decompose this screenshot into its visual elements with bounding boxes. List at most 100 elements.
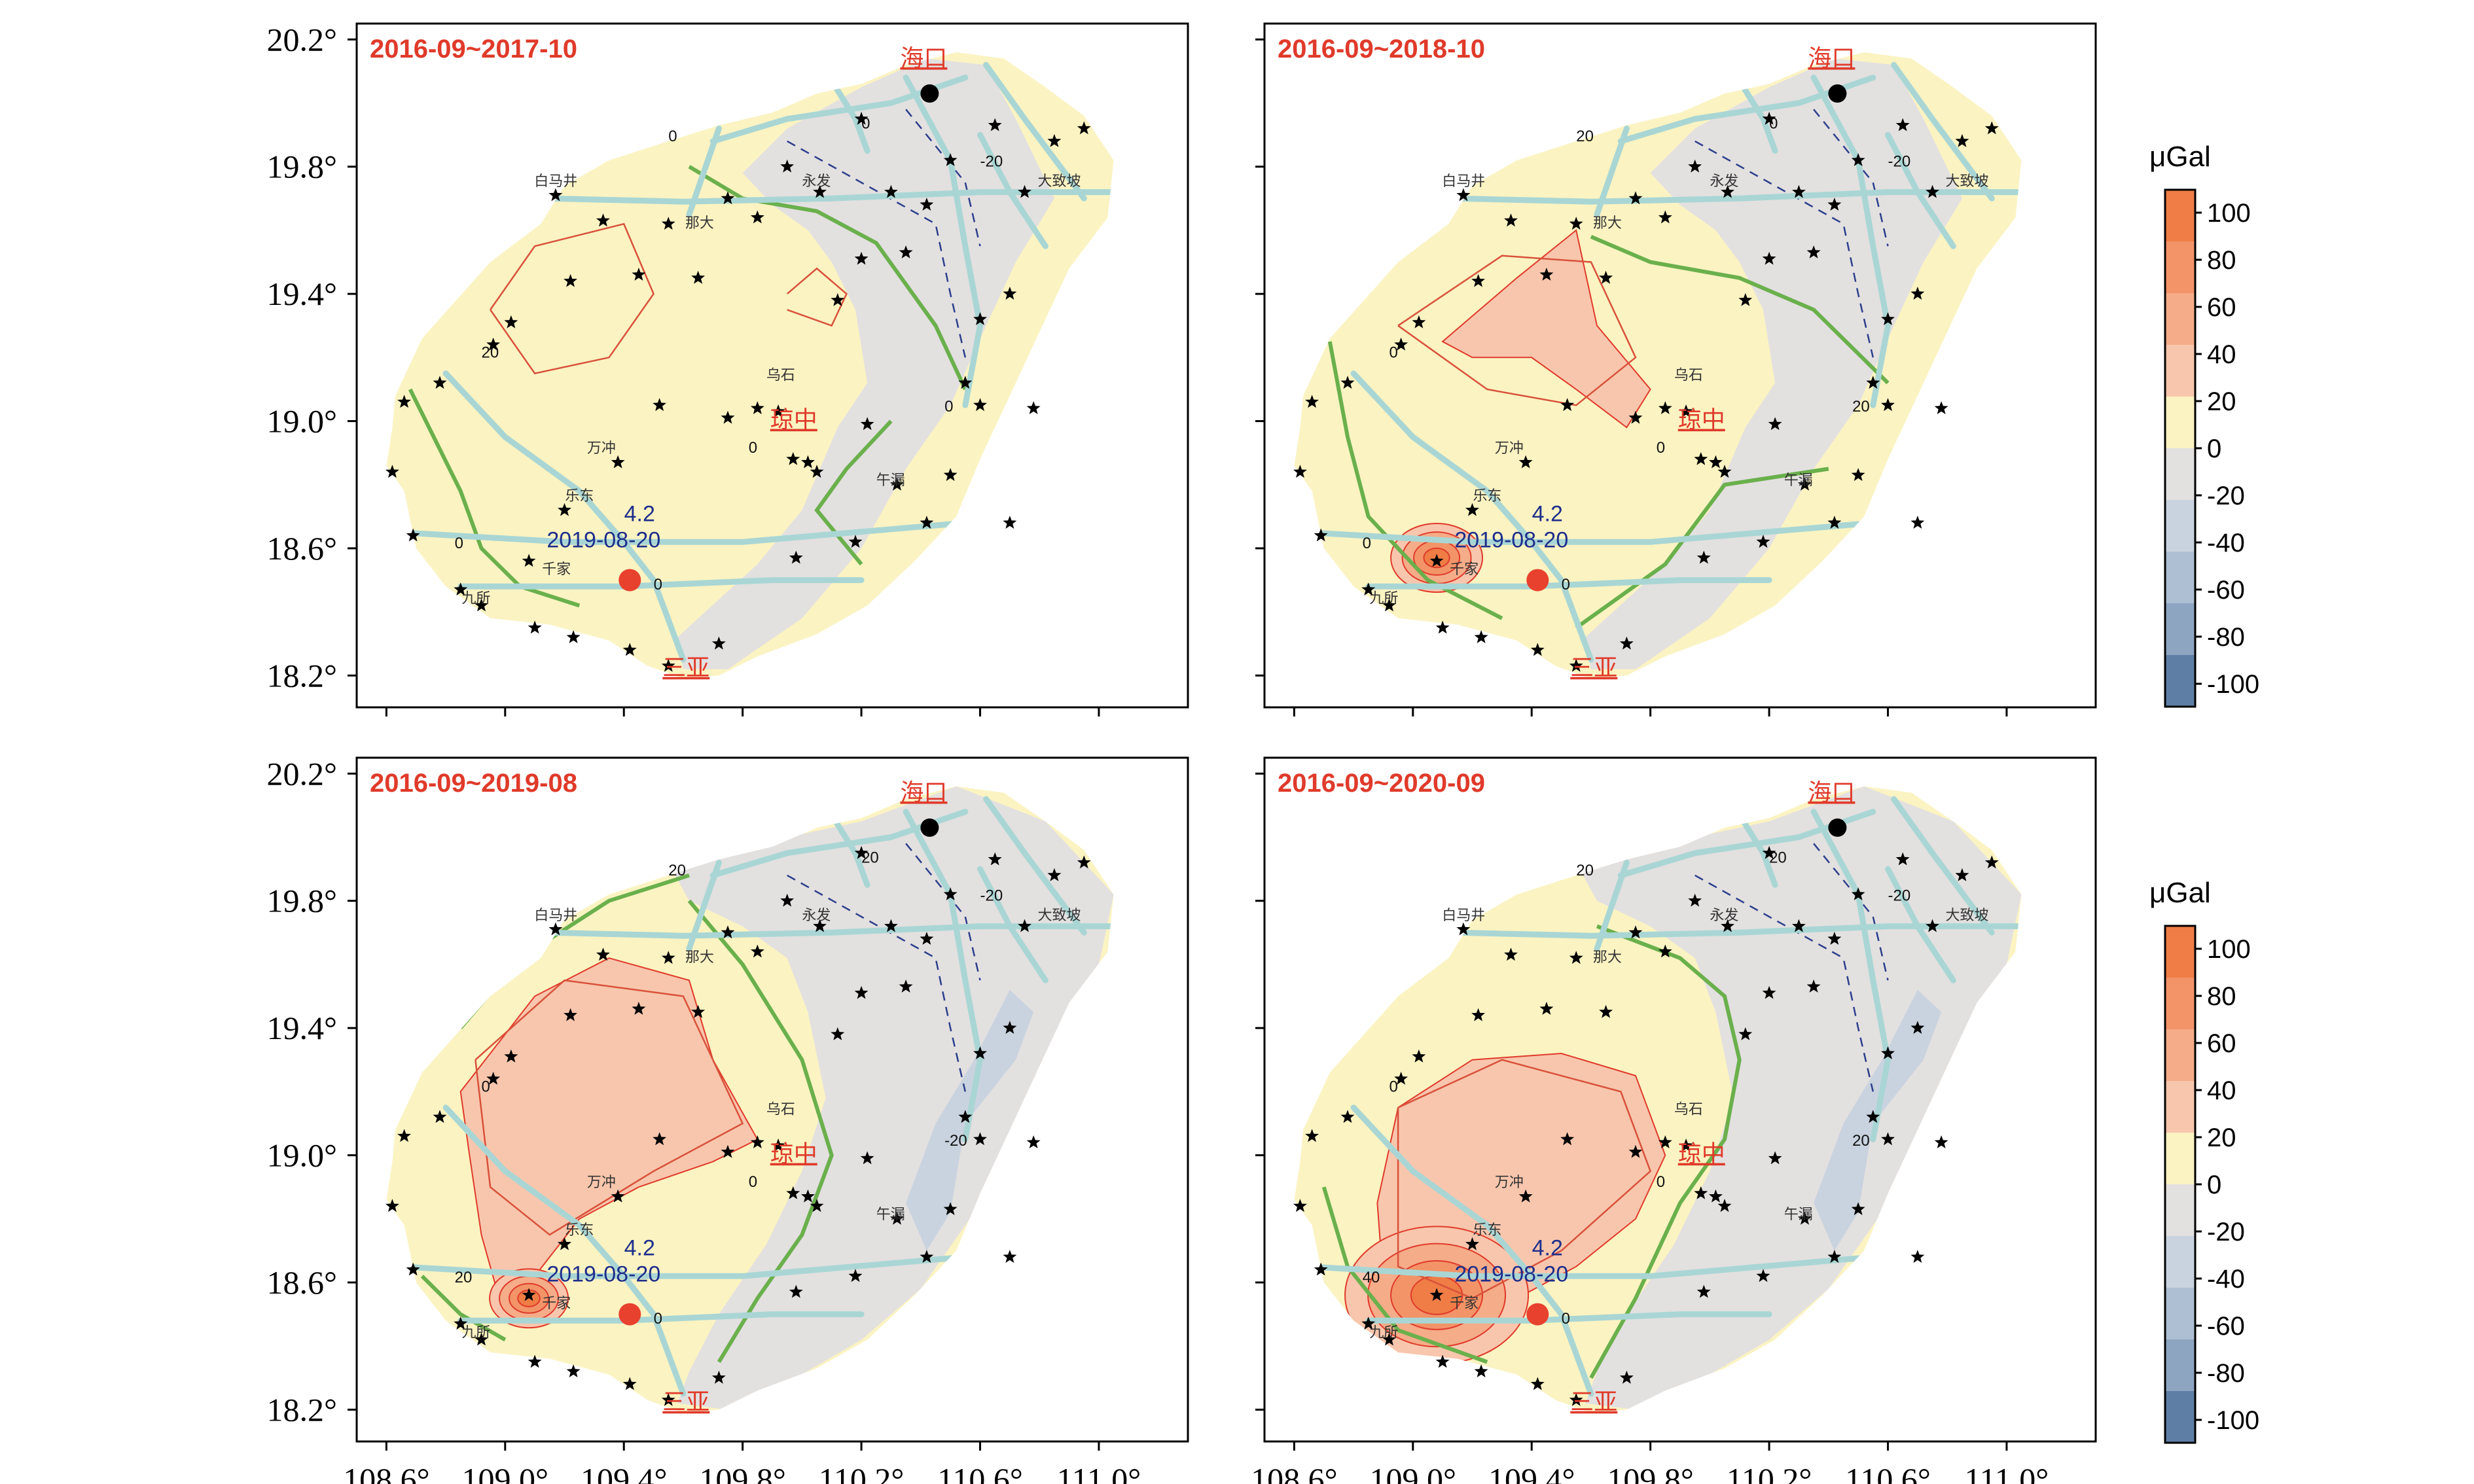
- negative-zone: [668, 786, 1114, 1410]
- station-star: [1539, 1002, 1554, 1015]
- fault-line: [457, 1311, 865, 1324]
- station-star: [854, 985, 869, 999]
- station-star: [558, 1237, 571, 1250]
- place-label-ledong: 乐东: [1473, 1222, 1501, 1239]
- station-star: [1305, 395, 1319, 408]
- station-star: [1599, 1004, 1613, 1018]
- station-star: [750, 1135, 764, 1148]
- station-star: [1910, 1250, 1925, 1263]
- zero-contour: [420, 1275, 507, 1342]
- x-tick-label: 110.2°: [1727, 1461, 1812, 1484]
- station-star: [406, 1262, 420, 1276]
- zero-contour: [814, 419, 893, 566]
- station-star: [854, 111, 869, 125]
- station-star: [1756, 1269, 1770, 1282]
- place-label-nada: 那大: [1593, 215, 1622, 232]
- fault-line: [1885, 866, 1956, 983]
- contour-label: 0: [749, 1173, 757, 1191]
- station-star: [622, 1377, 637, 1390]
- station-star: [1465, 503, 1479, 516]
- station-star: [920, 932, 934, 945]
- station-star: [566, 1364, 581, 1377]
- zero-contour: [1321, 1186, 1488, 1364]
- station-star: [1619, 1370, 1634, 1384]
- earthquake-date: 2019-08-20: [547, 1262, 660, 1287]
- fault-line: [686, 859, 722, 952]
- station-star: [1569, 1392, 1583, 1406]
- station-star: [528, 620, 542, 634]
- station-star: [1827, 932, 1842, 945]
- contour-label: 0: [1363, 535, 1371, 552]
- station-star: [1881, 1132, 1895, 1146]
- colorbar-tick-label: -60: [2207, 1312, 2245, 1341]
- place-label-qianjia: 千家: [1450, 1296, 1479, 1312]
- station-star: [721, 925, 735, 939]
- station-star: [1709, 455, 1723, 468]
- place-label-qiongzhong: 琼中: [1678, 1141, 1725, 1168]
- station-star: [1474, 1364, 1488, 1377]
- contour-label: -20: [980, 153, 1003, 171]
- station-star: [1762, 251, 1776, 265]
- station-star: [504, 315, 518, 328]
- station-star: [1429, 1288, 1444, 1301]
- station-star: [943, 887, 958, 900]
- contour-label: -20: [1888, 153, 1911, 171]
- fault-line: [442, 1104, 687, 1397]
- station-star: [1768, 417, 1782, 431]
- gravity-field: [386, 786, 1114, 1413]
- station-star: [1293, 465, 1307, 478]
- contour-label: 0: [749, 439, 757, 457]
- negative-zone: [1576, 786, 2022, 1410]
- panel-frame: [1263, 756, 2097, 1443]
- station-star: [548, 188, 563, 202]
- contour-label: 20: [668, 862, 686, 879]
- station-star: [1628, 191, 1643, 205]
- colorbar-tick-label: -60: [2207, 576, 2245, 605]
- fault-line: [1365, 1311, 1772, 1324]
- station-star: [1827, 1250, 1842, 1263]
- station-star: [1910, 287, 1925, 300]
- station-star: [1934, 401, 1948, 414]
- colorbar-tick-label: -100: [2207, 670, 2259, 699]
- y-tick-label: 20.2°: [267, 755, 338, 792]
- station-star: [1394, 337, 1408, 351]
- station-star: [1984, 121, 1999, 135]
- station-star: [1798, 477, 1812, 491]
- station-star: [1569, 658, 1583, 672]
- station-star: [564, 274, 577, 287]
- station-star: [1658, 1135, 1672, 1148]
- zero-contour: [1327, 341, 1503, 620]
- period-label: 2016-09~2018-10: [1278, 35, 1485, 63]
- colorbar-band: [2165, 1391, 2195, 1443]
- station-star: [596, 947, 610, 961]
- station-star: [1851, 887, 1865, 900]
- station-star: [1895, 852, 1910, 866]
- fault-line: [1885, 132, 1956, 249]
- colorbar-tick-label: 60: [2207, 1029, 2236, 1058]
- station-star: [1762, 985, 1776, 999]
- station-star: [397, 1129, 411, 1142]
- fault-line: [1594, 859, 1630, 952]
- station-star: [721, 410, 735, 424]
- station-star: [1679, 1139, 1693, 1152]
- period-label: 2016-09~2017-10: [370, 35, 577, 63]
- station-star: [789, 1284, 803, 1298]
- station-star: [1361, 1316, 1376, 1330]
- place-label-sanya: 三亚: [1570, 655, 1617, 682]
- station-star: [1717, 465, 1732, 478]
- colorbar-band: [2165, 1339, 2195, 1391]
- earthquake-magnitude: 4.2: [1532, 1236, 1563, 1261]
- place-label-qiongzhong: 琼中: [1678, 407, 1725, 434]
- station-star: [1934, 1135, 1948, 1148]
- fault-line: [442, 370, 687, 663]
- contour-label: 0: [654, 1310, 662, 1328]
- station-star: [397, 395, 411, 408]
- positive-contour: [1397, 255, 1637, 406]
- colorbar-tick-label: 40: [2207, 340, 2236, 369]
- contour-label: 20: [1852, 398, 1870, 415]
- station-star: [1866, 1110, 1880, 1123]
- panel-frame: [355, 22, 1189, 709]
- positive-contour: [786, 267, 848, 327]
- y-tick-label: 19.4°: [267, 1010, 338, 1046]
- colorbar-band: [2165, 552, 2195, 603]
